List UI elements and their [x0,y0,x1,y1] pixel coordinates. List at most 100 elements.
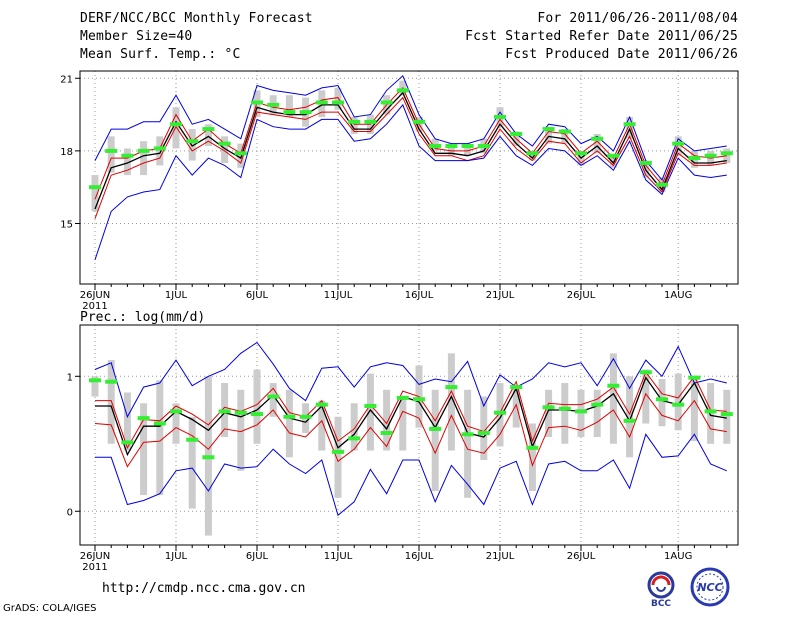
observed-marker [558,406,571,411]
observed-marker [267,102,280,107]
x-tick-label: 1JUL [165,290,188,301]
series-p80-line [95,371,727,450]
spread-box [528,150,536,161]
chart-title: DERF/NCC/BCC Monthly Forecast [80,11,313,26]
observed-marker [105,148,118,153]
spread-box [464,143,472,156]
chart-panel-1: 15 18 21 26JUN 1JUL 6JUL 11JUL 16JUL 21JUL 26JUL 1… [60,70,739,312]
observed-marker [348,436,361,441]
x-tick-label: 11JUL [324,551,353,562]
variable-label: Mean Surf. Temp.: °C [80,47,241,62]
observed-marker [121,153,134,158]
observed-marker [656,397,668,402]
series-max-line [94,341,727,419]
spread-box [642,369,650,424]
spread-box [188,129,196,161]
spread-box [269,383,277,417]
observed-marker [299,414,312,419]
observed-marker [526,151,539,156]
observed-marker [364,403,377,408]
spread-box [140,403,148,496]
precip-label: Prec.: log(mm/d) [80,310,206,325]
observed-marker [672,141,685,146]
observed-marker [332,449,344,454]
spread-box [447,143,455,156]
observed-marker [251,412,263,417]
observed-marker [332,100,344,105]
spread-box [204,124,212,147]
ncc-logo-text: NCC [697,581,722,594]
x-tick-label: 26JUN [80,290,110,301]
observed-marker [315,402,328,407]
spread-box [237,143,245,168]
spread-box [626,376,634,458]
spread-box [431,389,439,492]
spread-box [512,387,520,428]
spread-box [156,380,164,496]
observed-marker [672,402,685,407]
observed-marker [494,410,506,415]
observed-marker [607,153,620,158]
x-tick-label: 26JUL [567,290,596,301]
x-tick-label: 21JUL [486,290,515,301]
y-tick-label: 18 [60,147,73,158]
spread-box [674,373,682,431]
series-mean-line [94,91,727,210]
observed-marker [639,370,652,375]
observed-marker [575,409,587,414]
series-min-line [94,103,727,260]
source-url[interactable]: http://cmdp.ncc.cma.gov.cn [102,581,306,596]
observed-marker [396,395,409,400]
forecast-period: For 2011/06/26-2011/08/04 [537,11,738,26]
spread-box [350,116,358,134]
spread-box [172,107,180,149]
y-tick-label: 21 [60,74,73,85]
fcst-started-date: Fcst Started Refer Date 2011/06/25 [465,29,738,44]
observed-marker [526,445,539,450]
observed-marker [558,129,571,134]
spread-box [383,389,391,451]
observed-marker [396,88,409,93]
observed-marker [510,131,523,136]
spread-box [528,423,536,492]
observed-marker [429,144,442,149]
spread-box [140,141,148,176]
year-label: 2011 [82,301,107,312]
observed-marker [105,379,118,384]
observed-marker [429,426,442,431]
observed-marker [575,151,587,156]
observed-marker [623,418,636,423]
spread-box [399,396,407,451]
bcc-logo-text: BCC [651,599,671,609]
spread-box [285,389,293,458]
spread-box [123,392,131,451]
plot-frame [79,70,739,285]
observed-marker [315,100,328,105]
spread-box [447,353,455,451]
spread-box [123,148,131,176]
x-tick-label: 6JUL [246,290,269,301]
observed-marker [186,437,199,442]
spread-box [221,136,229,163]
observed-marker [380,100,393,105]
observed-marker [153,421,166,426]
observed-marker [477,144,490,149]
fcst-produced-date: Fcst Produced Date 2011/06/26 [505,47,738,62]
spread-box [350,403,358,451]
observed-marker [170,122,182,127]
series-max-line [94,74,727,181]
spread-box [107,136,115,173]
spread-box [561,129,569,144]
observed-marker [380,430,393,435]
observed-marker [218,409,231,414]
spread-box [561,383,569,444]
year-label: 2011 [82,562,107,573]
observed-marker [202,127,215,132]
x-tick-label: 16JUL [405,551,434,562]
observed-marker [267,394,280,399]
series-min-line [95,433,727,517]
observed-marker [364,119,377,124]
spread-box [285,95,293,117]
series-p80-line [94,87,727,200]
